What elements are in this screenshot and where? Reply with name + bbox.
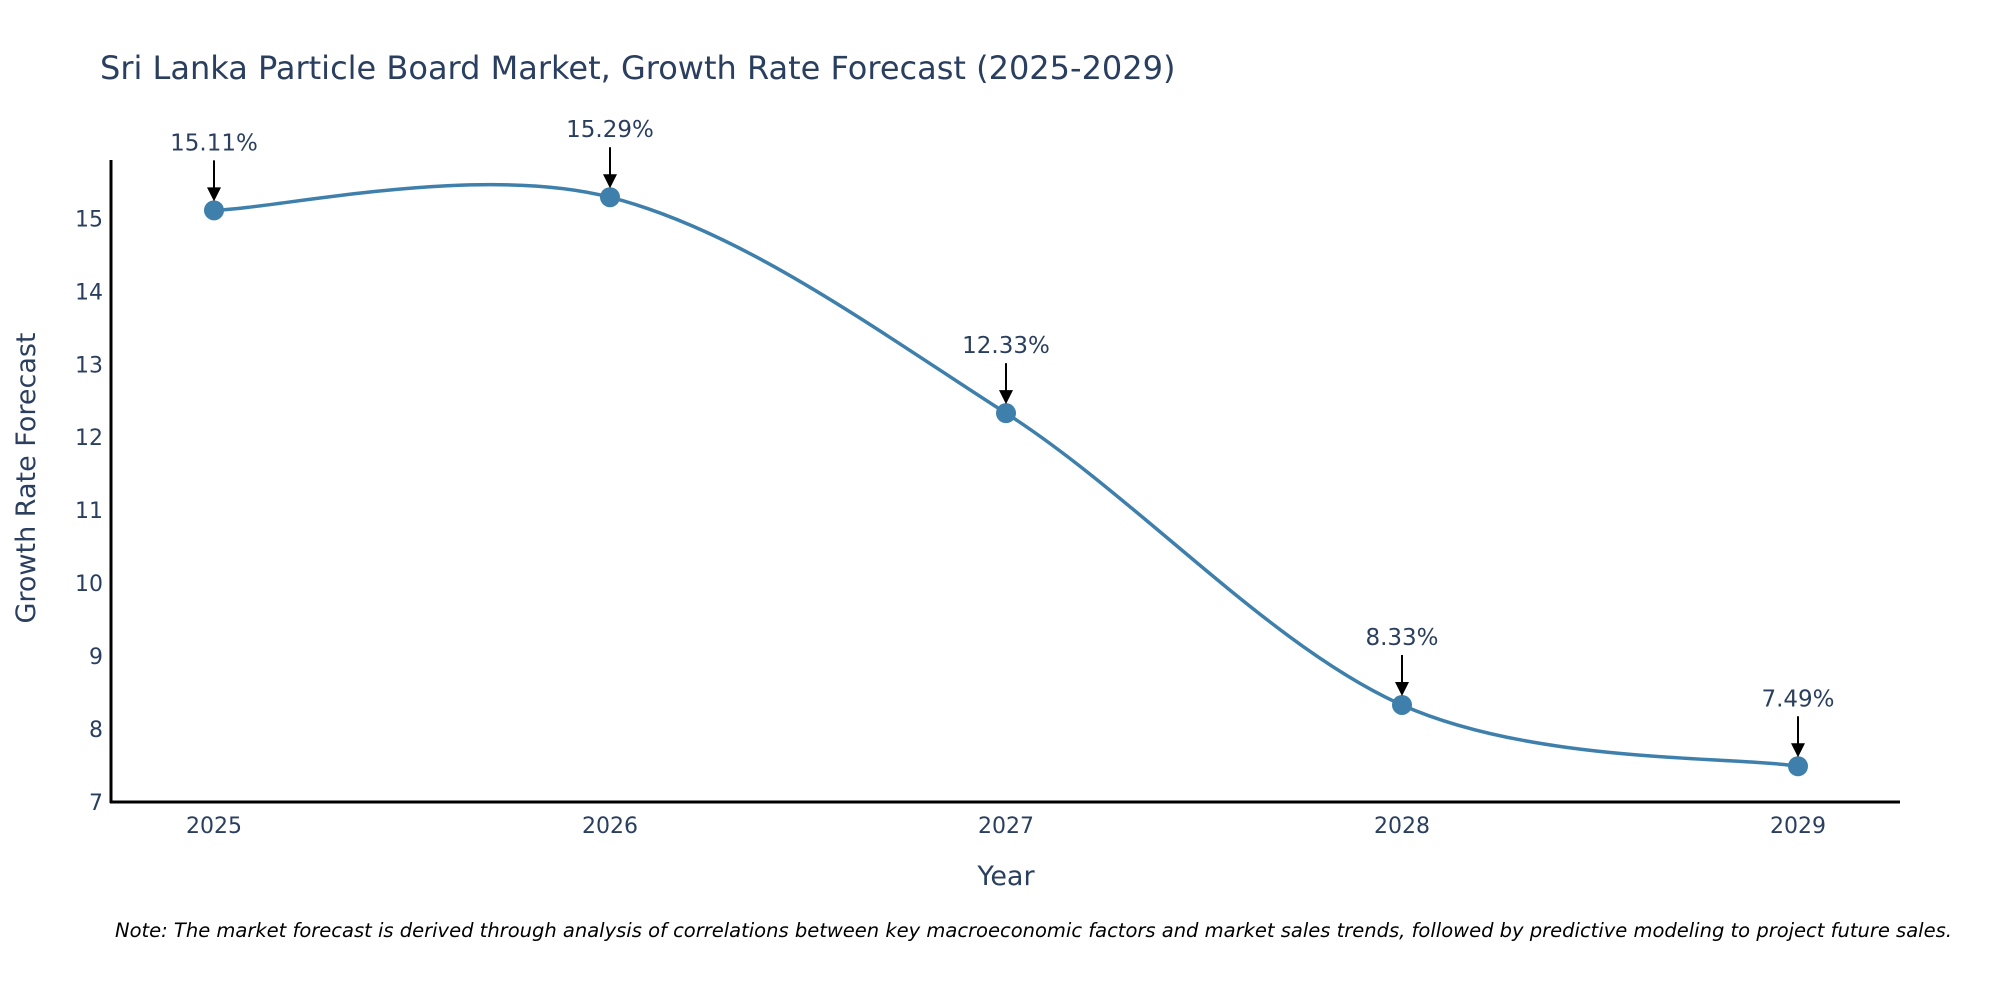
data-label: 8.33% <box>1365 625 1438 651</box>
data-annotations: 15.11% 15.29% 12.33% 8.33% 7.49% <box>170 117 1835 758</box>
data-point-marker[interactable] <box>996 403 1016 424</box>
series-line <box>212 182 1800 769</box>
x-tick-label: 2028 <box>1374 814 1430 839</box>
y-tick-label: 11 <box>75 499 103 524</box>
y-tick-label: 15 <box>75 207 103 232</box>
y-tick-label: 9 <box>89 645 103 670</box>
y-axis-ticks: 7 8 9 10 11 12 13 14 15 <box>75 207 103 816</box>
annotation-arrow-head <box>1395 681 1409 696</box>
x-axis-title: Year <box>976 861 1035 892</box>
data-label: 7.49% <box>1761 686 1834 712</box>
data-point-marker[interactable] <box>204 200 224 221</box>
y-tick-label: 8 <box>89 718 103 743</box>
y-tick-label: 12 <box>75 426 103 451</box>
data-point-marker[interactable] <box>1788 756 1808 777</box>
y-axis-title: Growth Rate Forecast <box>11 332 42 623</box>
footnote: Note: The market forecast is derived thr… <box>115 919 1952 942</box>
data-point-marker[interactable] <box>1392 694 1412 715</box>
y-tick-label: 7 <box>89 791 103 816</box>
x-tick-label: 2027 <box>978 814 1034 839</box>
data-label: 15.29% <box>566 117 654 143</box>
data-label: 15.11% <box>170 130 258 156</box>
chart-title: Sri Lanka Particle Board Market, Growth … <box>100 49 1175 87</box>
y-tick-label: 10 <box>75 572 103 597</box>
y-tick-label: 13 <box>75 353 103 378</box>
annotation-arrow-head <box>207 187 221 202</box>
annotation-arrow-head <box>1791 743 1805 758</box>
annotation-arrow-head <box>603 174 617 189</box>
x-tick-label: 2026 <box>582 814 638 839</box>
data-markers <box>204 187 1808 777</box>
data-point-marker[interactable] <box>600 187 620 208</box>
x-tick-label: 2029 <box>1770 814 1826 839</box>
x-axis-ticks: 2025 2026 2027 2028 2029 <box>186 814 1826 839</box>
data-label: 12.33% <box>962 333 1050 359</box>
x-tick-label: 2025 <box>186 814 242 839</box>
y-tick-label: 14 <box>75 280 103 305</box>
annotation-arrow-head <box>999 390 1013 405</box>
